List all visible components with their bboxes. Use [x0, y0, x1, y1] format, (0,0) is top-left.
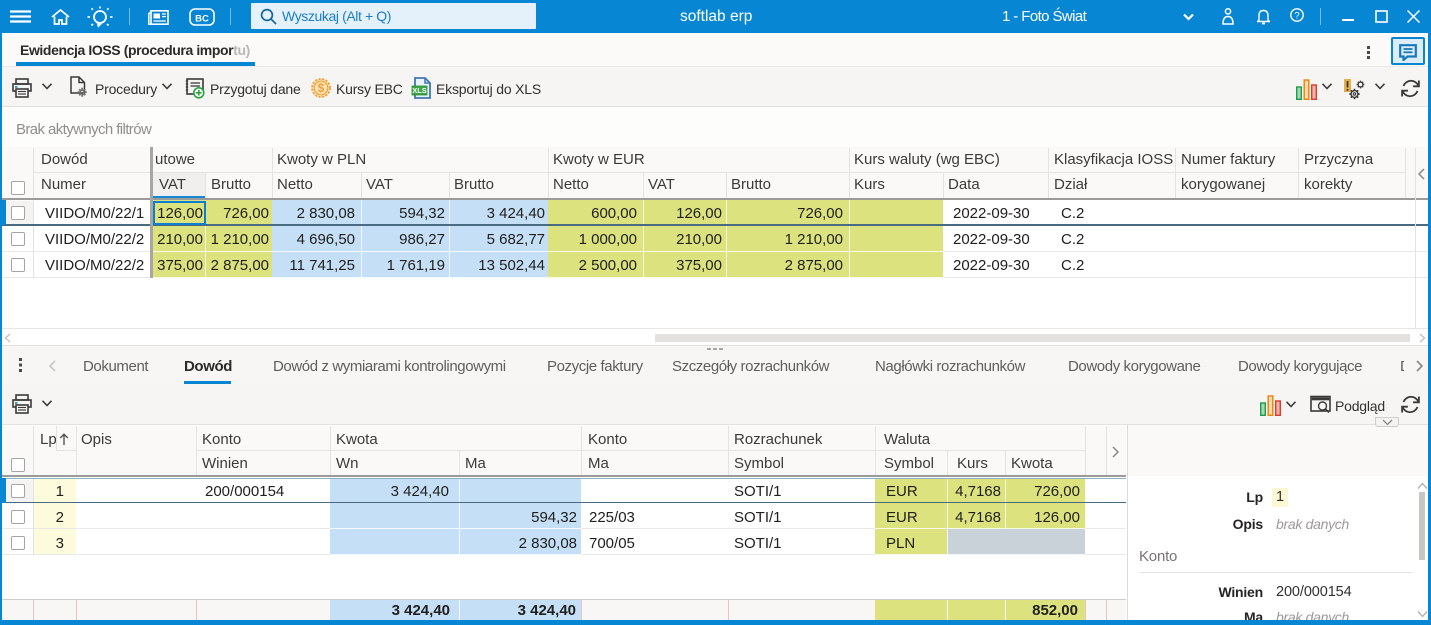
svg-text:BC: BC — [195, 14, 209, 25]
svg-text:$: $ — [318, 81, 325, 95]
svg-text:?: ? — [1294, 10, 1299, 21]
svg-text:XLS: XLS — [412, 86, 427, 95]
